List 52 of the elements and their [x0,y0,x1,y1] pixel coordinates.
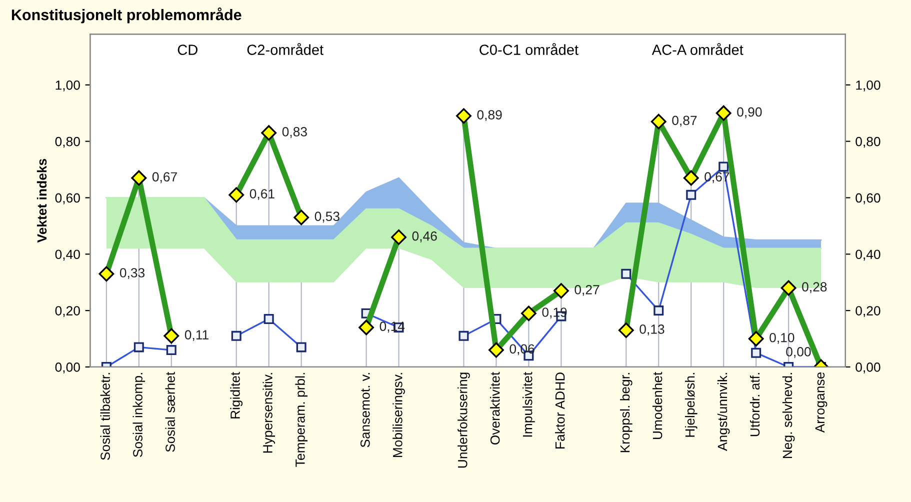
x-tick-label: Umodenhet [652,372,662,440]
data-label: 0,28 [802,282,827,294]
data-label: 0,89 [477,110,502,122]
y-tick-label: 0,20 [55,306,80,318]
x-tick-label: Sosial tilbaketr. [100,373,110,460]
x-tick-label: Arroganse [815,372,828,433]
y-tick-label: 0,60 [55,193,80,204]
x-tick-label: Angst/unnvik. [717,373,730,452]
x-tick-label: Sosial inkomp. [132,373,146,458]
annotation: C0-C1 området [480,43,578,55]
data-label: 0,83 [282,127,307,138]
data-label: 0,00 [786,347,811,358]
y2-tick-label: 0,60 [856,193,880,204]
data-label: 0,90 [737,107,762,118]
data-label: 0,10 [770,332,794,344]
x-tick-label: Overaktivitet [490,372,500,445]
annotation: AC-A området [652,43,744,55]
annotation: C2-området [247,43,324,55]
y-axis-title: Vektet indeks [36,158,47,243]
data-label: 0,87 [672,116,697,127]
y-tick-label: 0,80 [55,136,80,148]
x-tick-label: Hypersensitiv. [262,373,275,453]
annotation: CD [178,44,198,55]
x-tick-label: Kroppsl. begr. [620,373,632,452]
x-tick-label: Rigiditet [230,372,243,418]
y2-tick-label: 0,00 [856,362,880,374]
x-tick-label: Sansemot. v. [360,373,370,448]
x-tick-label: Utfordr. atf. [750,373,760,436]
data-label: 0,61 [250,189,274,200]
x-tick-label: Hjelpeløsh. [684,373,698,437]
chart-title: Konstitusjonelt problemområde [12,8,242,24]
x-tick-label: Faktor ADHD [555,372,565,448]
x-tick-label: Sosial særhet [165,372,175,452]
data-label: 0,11 [184,330,208,342]
x-tick-label: Mobiliseringsv. [392,373,405,458]
y2-tick-label: 0,20 [856,306,880,318]
y-tick-label: 0,00 [55,362,80,374]
x-tick-label: Temperam. prbl. [295,373,308,467]
x-tick-label: Underfokusering [458,372,470,468]
y2-tick-label: 0,80 [856,136,880,148]
x-tick-label: Neg. selvhevd. [782,373,795,458]
data-label: 0,13 [640,324,664,336]
y2-tick-label: 1,00 [856,80,880,92]
y-tick-label: 0,40 [55,250,80,261]
data-label: 0,46 [412,231,437,242]
data-label: 0,27 [574,285,600,296]
x-tick-label: Impulsivitet [522,372,535,437]
data-label: 0,67 [152,172,177,184]
y-tick-label: 1,00 [56,80,80,92]
y2-tick-label: 0,40 [856,250,880,261]
data-label: 0,53 [314,212,340,223]
data-label: 0,33 [120,268,145,279]
